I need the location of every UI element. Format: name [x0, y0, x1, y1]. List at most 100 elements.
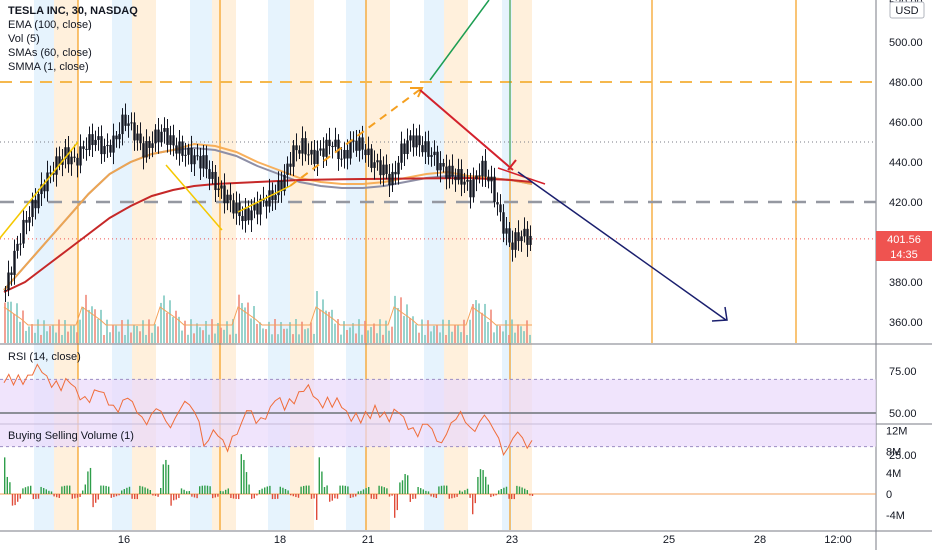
candle-body [319, 148, 322, 151]
session-band [112, 0, 132, 530]
bsv-bar [279, 486, 281, 494]
candle-body [481, 160, 484, 177]
volume-bar [478, 303, 480, 343]
candle-body [406, 140, 409, 154]
volume-bar [319, 309, 321, 343]
volume-bar [529, 334, 531, 343]
candle-body [193, 155, 196, 165]
bsv-bar [511, 494, 513, 500]
volume-bar [199, 327, 201, 343]
volume-bar [130, 332, 132, 343]
volume-bar [136, 326, 138, 343]
candle-body [46, 172, 49, 192]
bsv-bar [440, 485, 443, 494]
candle-body [115, 135, 118, 140]
bsv-bar [365, 488, 367, 494]
volume-bar [457, 325, 459, 343]
volume-bar [427, 320, 429, 343]
candle-body [100, 136, 103, 155]
volume-bar [358, 319, 360, 343]
green-trend-line [429, 0, 490, 81]
candle-body [331, 146, 334, 148]
candle-body [310, 149, 313, 155]
volume-bar [283, 328, 285, 343]
candle-body [16, 243, 19, 251]
bsv-bar [45, 489, 47, 494]
candle-body [421, 145, 424, 153]
volume-bar [70, 325, 72, 343]
candle-body [64, 147, 67, 160]
time-tick-label: 18 [274, 534, 286, 546]
bsv-bar [355, 494, 357, 497]
volume-bar [178, 316, 180, 343]
candle-body [274, 195, 277, 201]
session-band [346, 0, 366, 530]
bsv-bar [154, 494, 157, 496]
volume-bar [172, 317, 174, 343]
bsv-bar [19, 494, 21, 499]
candle-body [415, 135, 418, 148]
candle-body [121, 114, 124, 135]
candle-body [256, 203, 259, 215]
bsv-bar [498, 490, 500, 494]
volume-bar [334, 323, 336, 343]
bsv-bar [490, 494, 492, 498]
bsv-bar [516, 485, 518, 494]
bsv-bar [420, 488, 422, 494]
volume-bar [421, 319, 423, 343]
bsv-bar [427, 491, 430, 494]
bsv-bar [227, 488, 229, 494]
candle-body [259, 198, 262, 215]
volume-bar [235, 333, 237, 343]
bsv-bar [256, 494, 258, 496]
currency-badge[interactable] [889, 1, 925, 19]
rsi-line [3, 363, 533, 456]
volume-bar [196, 323, 198, 343]
volume-bar [325, 310, 327, 343]
volume-bar [37, 319, 39, 343]
candle-body [151, 143, 154, 148]
bsv-bar [118, 494, 120, 496]
bsv-bar [513, 494, 515, 500]
candle-body [448, 165, 451, 179]
bsv-bar [9, 482, 11, 494]
volume-bar [88, 309, 90, 343]
bsv-bar [245, 472, 248, 494]
volume-bar [253, 306, 255, 343]
bsv-bar [477, 476, 479, 494]
bsv-bar [443, 485, 445, 494]
bsv-bar [217, 494, 219, 497]
volume-bar [502, 331, 504, 343]
candle-body [166, 128, 169, 145]
candle-body [97, 136, 100, 140]
bsv-bar [318, 457, 320, 494]
volume-bar [328, 311, 330, 343]
candle-body [169, 135, 172, 145]
bsv-bar [503, 487, 505, 494]
bsv-bar [531, 494, 534, 496]
bsv-bar [466, 488, 469, 494]
price-tick-label: 360.00 [889, 317, 923, 329]
candle-body [511, 242, 514, 250]
volume-bar [154, 324, 156, 343]
bsv-bar [76, 494, 79, 498]
volume-bar [295, 319, 297, 343]
candle-body [265, 200, 268, 207]
price-tick-label: 440.00 [889, 157, 923, 169]
candle-body [253, 203, 256, 211]
volume-bar [139, 331, 141, 343]
candle-body [469, 179, 472, 198]
bsv-bar [97, 494, 99, 500]
bsv-bar [261, 488, 263, 494]
bsv-bar [222, 491, 224, 494]
volume-bar [523, 331, 525, 343]
bsv-bar [141, 486, 144, 494]
bsv-bar [492, 494, 495, 497]
candle-body [322, 148, 325, 157]
volume-bar [229, 334, 231, 343]
candle-body [439, 163, 442, 171]
volume-bar [379, 319, 381, 343]
candle-body [517, 232, 520, 242]
volume-bar [511, 319, 513, 343]
